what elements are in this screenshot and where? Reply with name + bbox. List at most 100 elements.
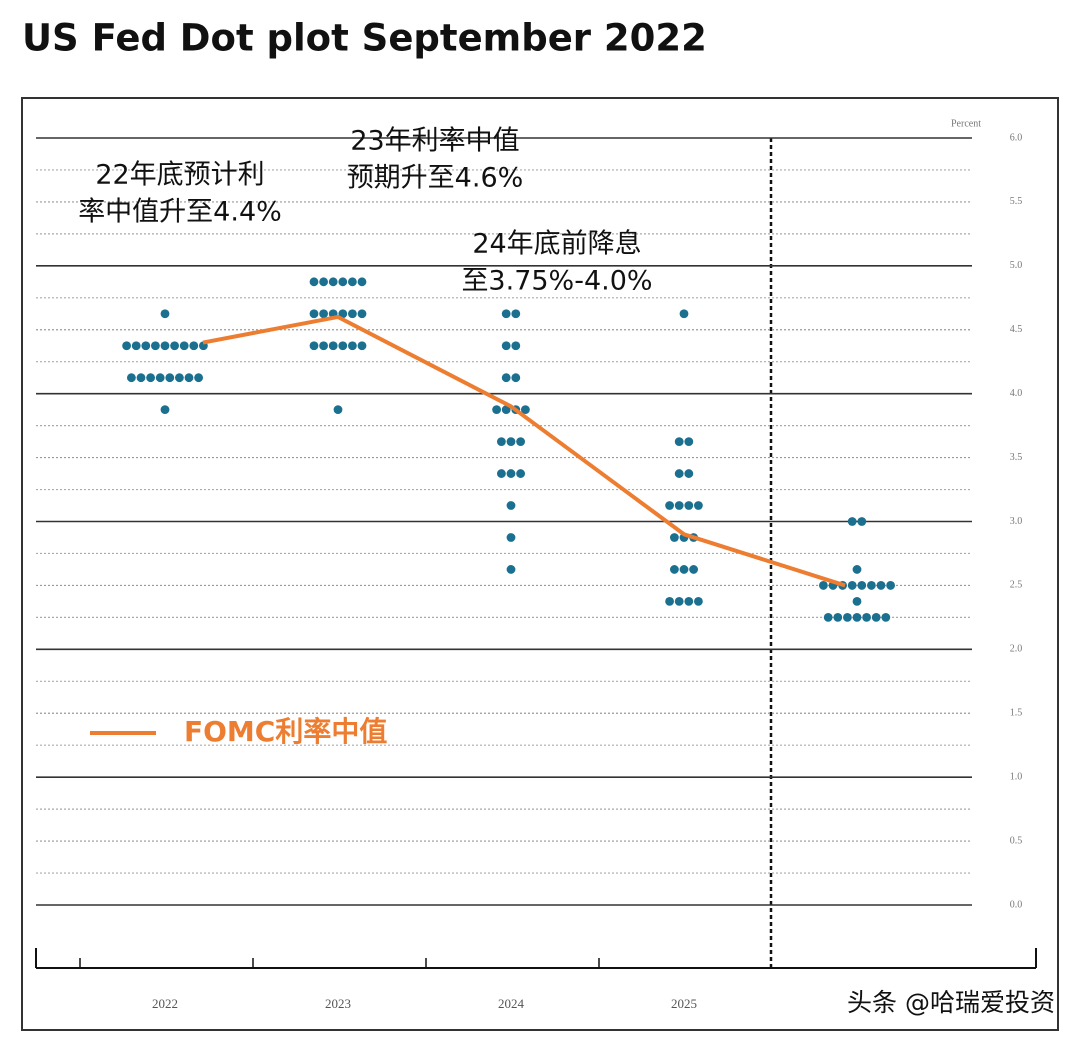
dot [665, 501, 674, 510]
y-tick-label: 0.5 [1010, 835, 1023, 846]
dot [819, 581, 828, 590]
dot [348, 277, 357, 287]
y-tick-label: 5.0 [1010, 260, 1023, 271]
y-tick-label: 4.5 [1010, 324, 1023, 335]
dot [881, 612, 891, 622]
dot [684, 501, 694, 510]
x-tick-label: 2023 [325, 996, 351, 1011]
dot [141, 341, 151, 351]
dot [170, 341, 180, 351]
y-tick-label: 5.5 [1010, 196, 1023, 207]
dot [689, 565, 698, 574]
dot [516, 469, 525, 478]
y-tick-label: 2.5 [1010, 580, 1023, 591]
dot [516, 437, 525, 447]
x-tick-label: 2022 [152, 996, 178, 1011]
dot [852, 565, 862, 574]
dot [511, 309, 521, 319]
dot [333, 405, 343, 415]
dot [521, 405, 530, 415]
dot [886, 581, 895, 590]
dot [670, 565, 679, 574]
dot [497, 437, 506, 447]
annotation: 24年底前降息 [472, 229, 641, 260]
dot [309, 277, 319, 287]
dot [357, 309, 367, 319]
dot [194, 373, 204, 383]
dot [501, 309, 511, 319]
dot [833, 612, 843, 622]
dot [852, 612, 862, 622]
annotation: 23年利率中值 [350, 126, 519, 157]
y-tick-label: 0.0 [1010, 899, 1023, 910]
dot [160, 341, 170, 351]
dot [843, 612, 852, 622]
dot [679, 565, 689, 574]
dot [160, 309, 170, 319]
dot [319, 309, 328, 319]
dot [328, 341, 338, 351]
dot [862, 612, 871, 622]
dot [665, 596, 674, 606]
dot [674, 501, 684, 510]
dot [309, 341, 319, 351]
dot [131, 341, 141, 351]
dot [136, 373, 146, 383]
dot [867, 581, 876, 590]
dot [497, 469, 506, 478]
dot [126, 373, 136, 383]
dot [165, 373, 175, 383]
dot [694, 501, 703, 510]
x-tick-label: 2024 [498, 996, 525, 1011]
dot [847, 517, 857, 526]
dot [684, 437, 694, 447]
dot [852, 596, 862, 606]
dot [357, 277, 367, 287]
dot [160, 405, 170, 415]
y-tick-label: 1.5 [1010, 708, 1023, 719]
dot [511, 373, 521, 383]
dot [684, 596, 694, 606]
legend-label: FOMC利率中值 [184, 715, 387, 748]
dot [679, 309, 689, 319]
dot [309, 309, 319, 319]
dot [857, 517, 867, 526]
dot [511, 341, 521, 351]
dot [694, 596, 703, 606]
dot [319, 341, 328, 351]
dot [501, 405, 511, 415]
dot [338, 341, 348, 351]
dot [348, 309, 357, 319]
dot [501, 341, 511, 351]
dot [122, 341, 131, 351]
x-tick-label: 2025 [671, 996, 697, 1011]
watermark: 头条 @哈瑞爱投资 [847, 988, 1055, 1017]
y-tick-label: 4.0 [1010, 388, 1023, 399]
y-tick-label: 6.0 [1010, 132, 1023, 143]
chart-frame [21, 97, 1059, 1031]
dot [674, 596, 684, 606]
chart-title: US Fed Dot plot September 2022 [22, 17, 707, 60]
dot [189, 341, 199, 351]
dot [328, 277, 338, 287]
dot [847, 581, 857, 590]
dot [670, 533, 679, 542]
dot [506, 437, 516, 447]
y-tick-label: 2.0 [1010, 644, 1023, 655]
y-tick-label: 1.0 [1010, 771, 1023, 782]
dot [506, 565, 516, 574]
dot [871, 612, 881, 622]
dot [506, 501, 516, 510]
dot [338, 309, 348, 319]
dot [492, 405, 501, 415]
dot [684, 469, 694, 478]
dot [674, 437, 684, 447]
dot [674, 469, 684, 478]
dot [876, 581, 886, 590]
y-tick-label: 3.5 [1010, 452, 1023, 463]
dot [338, 277, 348, 287]
dot [357, 341, 367, 351]
dot [348, 341, 357, 351]
